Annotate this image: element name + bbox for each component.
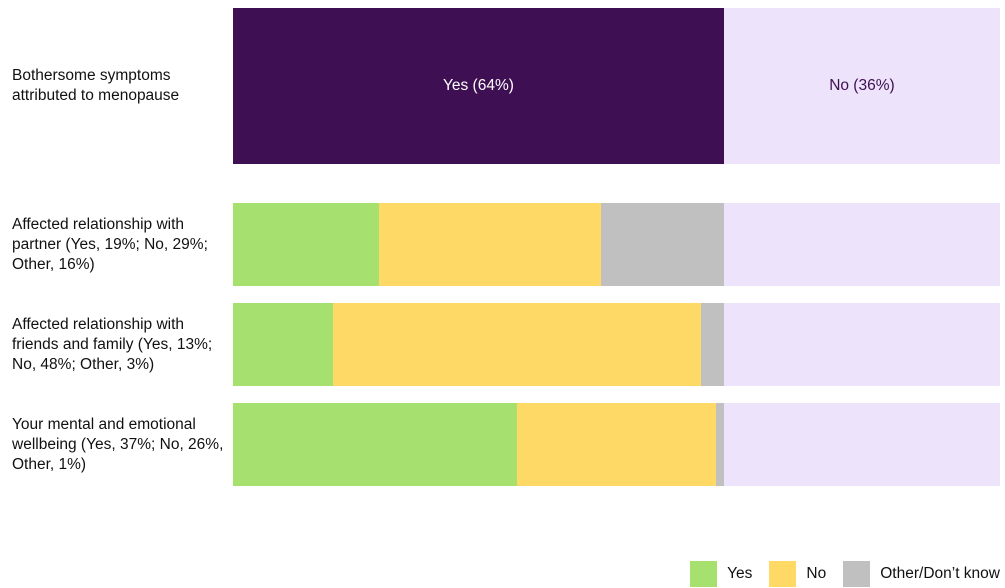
legend-item: Yes xyxy=(690,561,752,587)
legend-swatch xyxy=(769,561,797,587)
bar-segment xyxy=(378,203,602,286)
legend: Yes No Other/Don’t know xyxy=(690,561,1000,587)
bar-segment xyxy=(233,303,333,386)
bar-segment: Yes (64%) xyxy=(233,8,724,164)
data-label: Yes (64%) xyxy=(442,77,514,94)
legend-label: Yes xyxy=(727,565,753,582)
bar-segment: No (36%) xyxy=(723,8,1000,164)
bar-row xyxy=(233,303,1000,386)
bar-segment xyxy=(700,303,724,386)
bar-segment xyxy=(233,403,517,486)
legend-swatch xyxy=(843,561,871,587)
category-label: Your mental and emotional wellbeing (Yes… xyxy=(12,415,224,473)
bar-row: Yes (64%) No (36%) xyxy=(233,8,1000,164)
bar-row xyxy=(233,403,1000,486)
bar-segment xyxy=(723,403,1000,486)
bar-row xyxy=(233,203,1000,286)
bar-segment xyxy=(723,203,1000,286)
category-label: Affected relationship with friends and f… xyxy=(12,315,213,373)
legend-label: Other/Don’t know xyxy=(880,565,1000,582)
legend-label: No xyxy=(806,565,827,582)
bar-segment xyxy=(716,403,724,486)
bar-segment xyxy=(723,303,1000,386)
legend-item: Other/Don’t know xyxy=(843,561,1000,587)
bar-segment xyxy=(233,203,379,286)
bar-segment xyxy=(516,403,717,486)
legend-item: No xyxy=(769,561,826,587)
legend-swatch xyxy=(690,561,718,587)
bar-segment xyxy=(601,203,724,286)
data-label: No (36%) xyxy=(829,77,895,94)
bar-segment xyxy=(332,303,701,386)
category-label: Affected relationship with partner (Yes,… xyxy=(12,215,208,273)
category-label: Bothersome symptoms attributed to menopa… xyxy=(12,67,180,104)
